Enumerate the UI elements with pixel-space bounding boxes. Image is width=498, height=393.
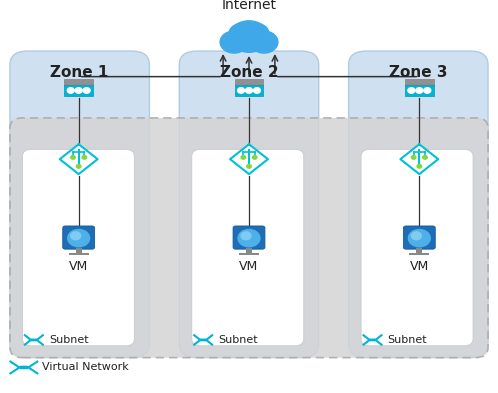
- FancyBboxPatch shape: [76, 248, 82, 253]
- FancyBboxPatch shape: [233, 226, 265, 249]
- Circle shape: [372, 339, 374, 341]
- Circle shape: [374, 339, 375, 341]
- Circle shape: [408, 230, 430, 247]
- Circle shape: [423, 156, 427, 159]
- FancyBboxPatch shape: [10, 51, 149, 358]
- Circle shape: [83, 88, 90, 93]
- Text: Zone 2: Zone 2: [220, 65, 278, 80]
- FancyBboxPatch shape: [63, 226, 95, 249]
- Circle shape: [241, 156, 246, 159]
- Circle shape: [253, 88, 260, 93]
- Text: Subnet: Subnet: [49, 335, 89, 345]
- FancyBboxPatch shape: [22, 149, 134, 346]
- FancyBboxPatch shape: [192, 149, 304, 346]
- Circle shape: [200, 339, 202, 341]
- Polygon shape: [230, 144, 268, 174]
- Circle shape: [229, 24, 254, 43]
- FancyBboxPatch shape: [349, 51, 488, 358]
- Text: Zone 3: Zone 3: [389, 65, 448, 80]
- FancyBboxPatch shape: [179, 51, 319, 358]
- Circle shape: [411, 156, 416, 159]
- Circle shape: [35, 339, 37, 341]
- FancyBboxPatch shape: [405, 79, 433, 86]
- FancyBboxPatch shape: [235, 84, 263, 96]
- Circle shape: [424, 88, 431, 93]
- Circle shape: [411, 232, 421, 240]
- Circle shape: [75, 88, 82, 93]
- Circle shape: [33, 339, 35, 341]
- Circle shape: [241, 232, 251, 240]
- Circle shape: [220, 31, 248, 53]
- Circle shape: [67, 88, 74, 93]
- FancyBboxPatch shape: [403, 226, 435, 249]
- Circle shape: [25, 366, 28, 369]
- Circle shape: [82, 156, 87, 159]
- Circle shape: [238, 230, 260, 247]
- Circle shape: [252, 156, 257, 159]
- Circle shape: [408, 88, 415, 93]
- Circle shape: [76, 165, 81, 168]
- Circle shape: [247, 165, 251, 168]
- Circle shape: [71, 156, 75, 159]
- Circle shape: [246, 88, 252, 93]
- Circle shape: [370, 339, 372, 341]
- FancyBboxPatch shape: [65, 79, 93, 86]
- Text: VM: VM: [240, 260, 258, 273]
- Polygon shape: [60, 144, 98, 174]
- Circle shape: [202, 339, 204, 341]
- FancyBboxPatch shape: [405, 84, 433, 96]
- FancyBboxPatch shape: [239, 253, 259, 255]
- Text: Virtual Network: Virtual Network: [42, 362, 129, 373]
- Circle shape: [71, 232, 81, 240]
- FancyBboxPatch shape: [235, 79, 263, 86]
- FancyBboxPatch shape: [69, 253, 89, 255]
- Text: Subnet: Subnet: [387, 335, 427, 345]
- FancyBboxPatch shape: [10, 118, 488, 358]
- Polygon shape: [400, 144, 438, 174]
- Circle shape: [204, 339, 206, 341]
- Text: VM: VM: [410, 260, 429, 273]
- Circle shape: [244, 24, 269, 43]
- FancyBboxPatch shape: [65, 84, 93, 96]
- FancyBboxPatch shape: [246, 248, 252, 253]
- Circle shape: [20, 366, 23, 369]
- Circle shape: [31, 339, 33, 341]
- Circle shape: [238, 88, 245, 93]
- Text: Internet: Internet: [222, 0, 276, 12]
- Circle shape: [229, 21, 269, 52]
- Circle shape: [68, 230, 90, 247]
- Circle shape: [416, 88, 423, 93]
- FancyBboxPatch shape: [228, 40, 270, 52]
- FancyBboxPatch shape: [361, 149, 473, 346]
- Circle shape: [22, 366, 25, 369]
- Text: Zone 1: Zone 1: [50, 65, 109, 80]
- Circle shape: [250, 31, 278, 53]
- Text: Subnet: Subnet: [218, 335, 258, 345]
- Text: VM: VM: [69, 260, 88, 273]
- FancyBboxPatch shape: [416, 248, 422, 253]
- Circle shape: [417, 165, 422, 168]
- FancyBboxPatch shape: [409, 253, 429, 255]
